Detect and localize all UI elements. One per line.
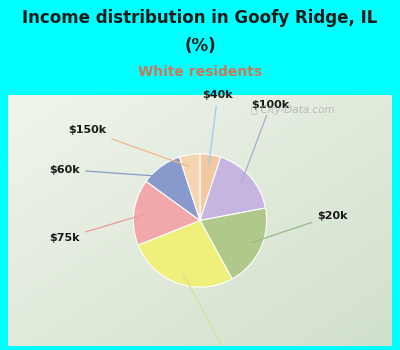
Text: $40k: $40k <box>202 90 233 164</box>
Text: $30k: $30k <box>183 274 243 350</box>
Wedge shape <box>180 154 200 220</box>
Text: $60k: $60k <box>50 164 166 177</box>
Text: $150k: $150k <box>68 125 189 166</box>
Text: Income distribution in Goofy Ridge, IL: Income distribution in Goofy Ridge, IL <box>22 9 378 27</box>
Text: $100k: $100k <box>242 100 290 182</box>
Wedge shape <box>146 157 200 220</box>
Text: $20k: $20k <box>252 211 348 243</box>
Wedge shape <box>200 154 220 220</box>
Text: White residents: White residents <box>138 65 262 79</box>
Wedge shape <box>138 220 232 287</box>
Text: ⌕ City-Data.com: ⌕ City-Data.com <box>251 105 335 116</box>
Wedge shape <box>200 208 267 279</box>
Wedge shape <box>133 181 200 245</box>
Text: (%): (%) <box>184 37 216 55</box>
Wedge shape <box>200 157 266 220</box>
Text: $75k: $75k <box>50 215 144 243</box>
